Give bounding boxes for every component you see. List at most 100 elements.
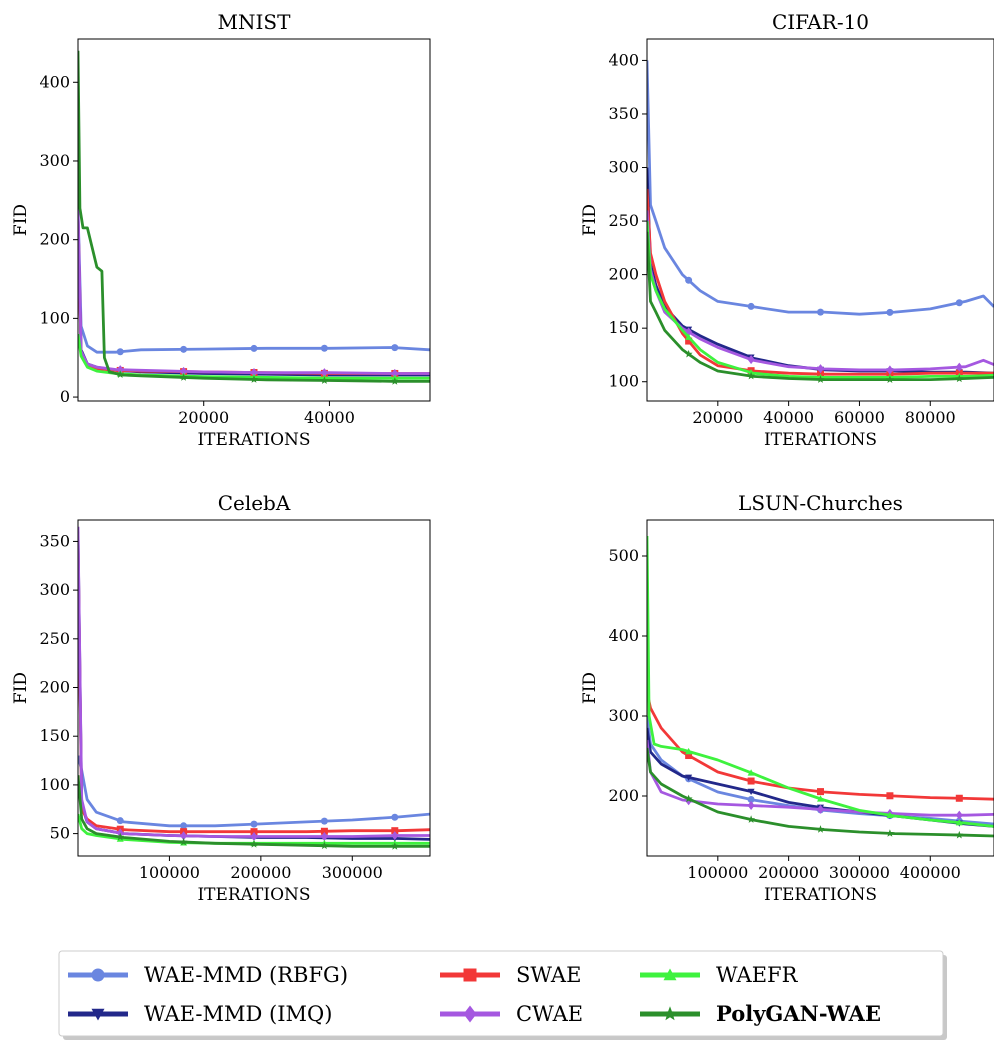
series-marker-waefr [685, 747, 693, 755]
legend-item-waefr: WAEFR [640, 963, 799, 987]
series-marker-waefr [817, 795, 824, 802]
legend-item-swae: SWAE [440, 963, 581, 987]
series-group [78, 50, 430, 385]
y-tick-label: 0 [60, 387, 70, 406]
legend-item-polygan-wae: PolyGAN-WAE [640, 1001, 881, 1026]
series-marker-polygan-wae [747, 371, 756, 380]
series-marker-cwae [685, 327, 693, 337]
y-axis-label: FID [580, 204, 600, 236]
series-marker-wae-mmd-rbfg [116, 348, 124, 356]
series-marker-polygan-wae [747, 815, 756, 823]
series-marker-cwae [817, 364, 824, 374]
series-line-cwae [647, 739, 994, 817]
series-line-polygan-wae [78, 50, 430, 383]
x-tick-label: 20000 [178, 408, 229, 427]
series-line-swae [78, 541, 430, 834]
x-tick-label: 200000 [230, 863, 291, 882]
y-tick-label: 500 [608, 546, 639, 565]
y-tick-label: 150 [608, 318, 639, 337]
series-marker-wae-mmd-rbfg [747, 302, 755, 310]
series-marker-polygan-wae [885, 829, 894, 837]
series-marker-polygan-wae [390, 377, 399, 385]
series-marker-swae [320, 827, 328, 835]
series-line-wae-mmd-imq [78, 531, 430, 841]
series-marker-polygan-wae [116, 370, 125, 378]
series-marker-cwae [250, 831, 258, 842]
x-axis-label: ITERATIONS [764, 430, 877, 450]
series-marker-polygan-wae [320, 841, 329, 850]
legend-item-cwae: CWAE [440, 1002, 583, 1026]
series-marker-wae-mmd-rbfg [747, 796, 755, 804]
series-marker-wae-mmd-rbfg [391, 813, 399, 821]
plot-frame [646, 519, 994, 857]
series-line-wae-mmd-rbfg [647, 715, 994, 826]
y-tick-label: 300 [608, 706, 639, 725]
x-tick-label: 40000 [763, 408, 814, 427]
legend-marker-circle [91, 968, 105, 982]
legend-marker-star [662, 1006, 678, 1021]
y-tick-label: 100 [39, 308, 70, 327]
y-tick-label: 100 [608, 372, 639, 391]
series-marker-wae-mmd-rbfg [320, 344, 328, 352]
series-marker-swae [250, 828, 258, 836]
series-marker-cwae [320, 831, 328, 842]
series-marker-polygan-wae [684, 794, 693, 803]
y-tick-label: 200 [608, 786, 639, 805]
x-tick-label: 300000 [829, 863, 890, 882]
series-line-polygan-wae [647, 231, 994, 382]
y-tick-label: 250 [39, 629, 70, 648]
series-marker-swae [817, 788, 824, 796]
y-axis-label: FID [11, 672, 31, 704]
y-tick-label: 100 [39, 775, 70, 794]
plot-frame [77, 519, 431, 857]
series-marker-cwae [250, 367, 258, 378]
legend-label: WAE-MMD (RBFG) [144, 963, 348, 987]
series-marker-cwae [391, 831, 399, 841]
chart-panel-cifar-10: CIFAR-10 20000 40000 60000 80000 100 150 200 250… [580, 10, 994, 450]
series-marker-swae [685, 752, 693, 760]
y-tick-label: 350 [608, 104, 639, 123]
x-tick-label: 200000 [758, 863, 819, 882]
x-tick-label: 20000 [692, 408, 743, 427]
series-marker-polygan-wae [684, 349, 693, 358]
series-marker-wae-mmd-rbfg [391, 344, 399, 352]
series-marker-wae-mmd-rbfg [685, 276, 693, 284]
legend-marker-square [463, 968, 477, 982]
series-marker-polygan-wae [955, 374, 964, 383]
y-tick-label: 400 [39, 72, 70, 91]
x-tick-label: 300000 [322, 863, 383, 882]
y-tick-label: 300 [608, 158, 639, 177]
series-marker-polygan-wae [390, 842, 399, 850]
series-line-waefr [647, 535, 994, 828]
legend-label: SWAE [516, 963, 581, 987]
series-marker-cwae [886, 365, 894, 375]
series-marker-waefr [747, 769, 755, 776]
y-tick-label: 250 [608, 211, 639, 230]
series-marker-cwae [817, 804, 824, 814]
x-tick-label: 80000 [905, 408, 956, 427]
series-line-polygan-wae [78, 775, 430, 848]
series-line-polygan-wae [647, 747, 994, 838]
series-marker-cwae [320, 368, 328, 378]
series-marker-polygan-wae [250, 375, 258, 383]
legend-marker-triangle-up [663, 968, 677, 981]
series-marker-wae-mmd-imq [747, 788, 755, 796]
chart-panel-lsun-churches: LSUN-Churches 100000 200000 300000 400000 200… [580, 491, 994, 905]
y-tick-label: 200 [39, 678, 70, 697]
y-tick-label: 200 [608, 265, 639, 284]
x-axis-label: ITERATIONS [197, 430, 310, 450]
series-marker-swae [955, 794, 963, 802]
legend-box [58, 950, 944, 1037]
series-marker-polygan-wae [816, 825, 825, 833]
series-marker-wae-mmd-rbfg [180, 822, 188, 830]
y-axis-label: FID [11, 204, 31, 236]
chart-title: LSUN-Churches [738, 491, 903, 515]
plot-frame [646, 38, 994, 402]
series-line-wae-mmd-rbfg [647, 60, 994, 316]
series-marker-waefr [955, 819, 963, 826]
series-group [647, 60, 994, 383]
series-marker-wae-mmd-rbfg [250, 344, 258, 352]
series-marker-polygan-wae [816, 375, 825, 383]
series-marker-polygan-wae [116, 832, 125, 841]
series-marker-cwae [747, 800, 755, 811]
